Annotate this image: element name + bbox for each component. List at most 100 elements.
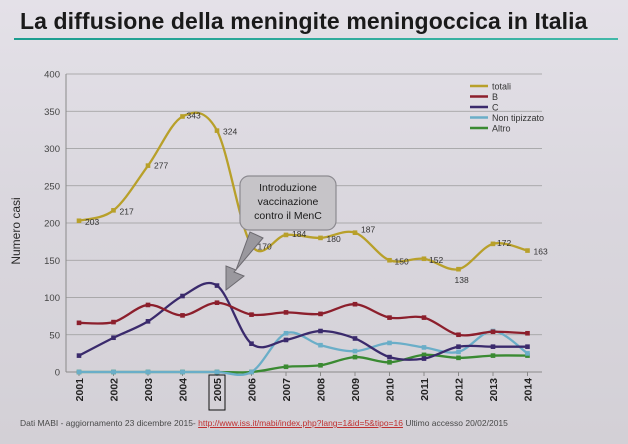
data-point-c (145, 319, 151, 324)
totali-data-label: 163 (534, 247, 548, 257)
data-point-c (249, 341, 254, 346)
chart: 0 50 100 150 200 250 300 350 400 Numero casi 2001 2… (9, 70, 548, 411)
totali-data-label: 184 (292, 229, 306, 239)
footer-source: Dati MABI - aggiornamento 23 dicembre 20… (20, 418, 196, 428)
data-point-totali (387, 257, 392, 263)
totali-data-label: 277 (154, 161, 168, 171)
slide-title: La diffusione della meningite meningocci… (20, 8, 588, 34)
data-point-b (490, 329, 496, 335)
data-point-b (421, 315, 427, 320)
data-point-b (180, 313, 185, 318)
totali-data-label: 180 (327, 234, 341, 244)
series-layer (76, 111, 530, 376)
label-layer: 203 217 277 343 324 170 184 180 187 150 152 138 172 1… (85, 110, 548, 285)
data-point-c (180, 293, 185, 299)
x-tick-label: 2011 (419, 378, 431, 401)
data-point-c (490, 344, 496, 349)
title-underline (14, 38, 618, 40)
totali-data-label: 217 (120, 206, 134, 216)
data-point-c (456, 344, 461, 349)
data-point-non-tipizzato (387, 340, 392, 346)
data-point-c (421, 356, 427, 361)
data-point-altro (421, 352, 427, 358)
data-point-totali (525, 248, 530, 253)
data-point-totali (111, 208, 116, 213)
data-point-altro (490, 353, 496, 358)
data-point-non-tipizzato (249, 369, 254, 375)
data-point-c (525, 344, 530, 349)
totali-data-label: 150 (395, 256, 409, 266)
data-point-b (352, 301, 358, 307)
totali-data-label: 172 (497, 238, 511, 248)
footer-link[interactable]: http://www.iss.it/mabi/index.php?lang=1&… (198, 418, 403, 428)
series-line-c (78, 281, 528, 361)
data-point-b (111, 319, 116, 325)
data-point-b (145, 302, 151, 308)
data-point-b (387, 315, 392, 320)
series-line-b (78, 301, 528, 337)
totali-data-label: 152 (429, 255, 443, 265)
callout-text: vaccinazione (258, 196, 319, 208)
data-point-totali (283, 232, 289, 238)
x-tick-label: 2013 (488, 378, 500, 402)
data-point-b (525, 330, 530, 336)
legend-label: totali (492, 82, 511, 92)
data-point-c (76, 353, 82, 358)
data-point-altro (456, 355, 461, 361)
data-point-totali (145, 163, 151, 168)
y-tick-label: 50 (49, 330, 60, 341)
callout-arrow (225, 231, 264, 292)
footer: Dati MABI - aggiornamento 23 dicembre 20… (20, 418, 620, 428)
y-tick-label: 250 (44, 181, 60, 192)
totali-data-label: 138 (455, 275, 469, 285)
series-line-totali (78, 111, 528, 271)
data-point-c (214, 283, 220, 288)
data-point-non-tipizzato (456, 349, 461, 355)
data-point-c (318, 328, 323, 334)
x-tick-label: 2002 (109, 378, 121, 402)
data-point-non-tipizzato (318, 342, 323, 348)
data-point-non-tipizzato (145, 369, 151, 375)
data-point-non-tipizzato (421, 345, 427, 350)
data-point-b (456, 332, 461, 338)
totali-data-label: 187 (361, 225, 375, 235)
data-point-b (76, 320, 82, 326)
data-point-totali (214, 128, 220, 133)
data-point-c (352, 336, 358, 341)
highlighted-year-box (208, 374, 226, 411)
legend-label: Non tipizzato (492, 113, 544, 123)
legend-label: Altro (492, 124, 511, 134)
x-tick-label: 2005 (212, 378, 224, 402)
data-point-non-tipizzato (525, 351, 530, 356)
y-tick-label: 300 (44, 144, 60, 155)
data-point-non-tipizzato (283, 330, 289, 336)
data-point-totali (318, 235, 323, 241)
data-point-b (318, 311, 323, 317)
totali-data-label: 170 (258, 241, 272, 251)
x-tick-label: 2012 (454, 378, 466, 402)
series-line-non-tipizzato (79, 329, 529, 376)
data-point-b (283, 310, 289, 315)
y-tick-label: 0 (55, 368, 60, 379)
totali-data-label: 343 (187, 110, 201, 120)
data-point-non-tipizzato (214, 369, 220, 375)
y-axis-label: Numero casi (9, 197, 23, 264)
x-tick-label: 2010 (385, 378, 397, 402)
data-point-b (214, 300, 220, 306)
y-tick-label: 150 (44, 256, 60, 267)
data-point-non-tipizzato (352, 348, 358, 354)
data-point-totali (456, 266, 461, 272)
x-tick-label: 2014 (523, 378, 535, 402)
data-point-c (387, 354, 392, 360)
data-point-non-tipizzato (111, 369, 116, 375)
callout-layer: Introduzione vaccinazione contro il MenC (225, 175, 337, 292)
x-tick-label: 2008 (316, 378, 328, 402)
footer-access: Ultimo accesso 20/02/2015 (405, 418, 508, 428)
x-tick-label: 2006 (247, 378, 259, 402)
x-tick-label: 2009 (350, 378, 362, 402)
totali-data-label: 324 (223, 127, 237, 137)
x-tick-label: 2003 (143, 378, 155, 402)
callout-box (239, 175, 337, 231)
data-point-totali (421, 256, 427, 262)
